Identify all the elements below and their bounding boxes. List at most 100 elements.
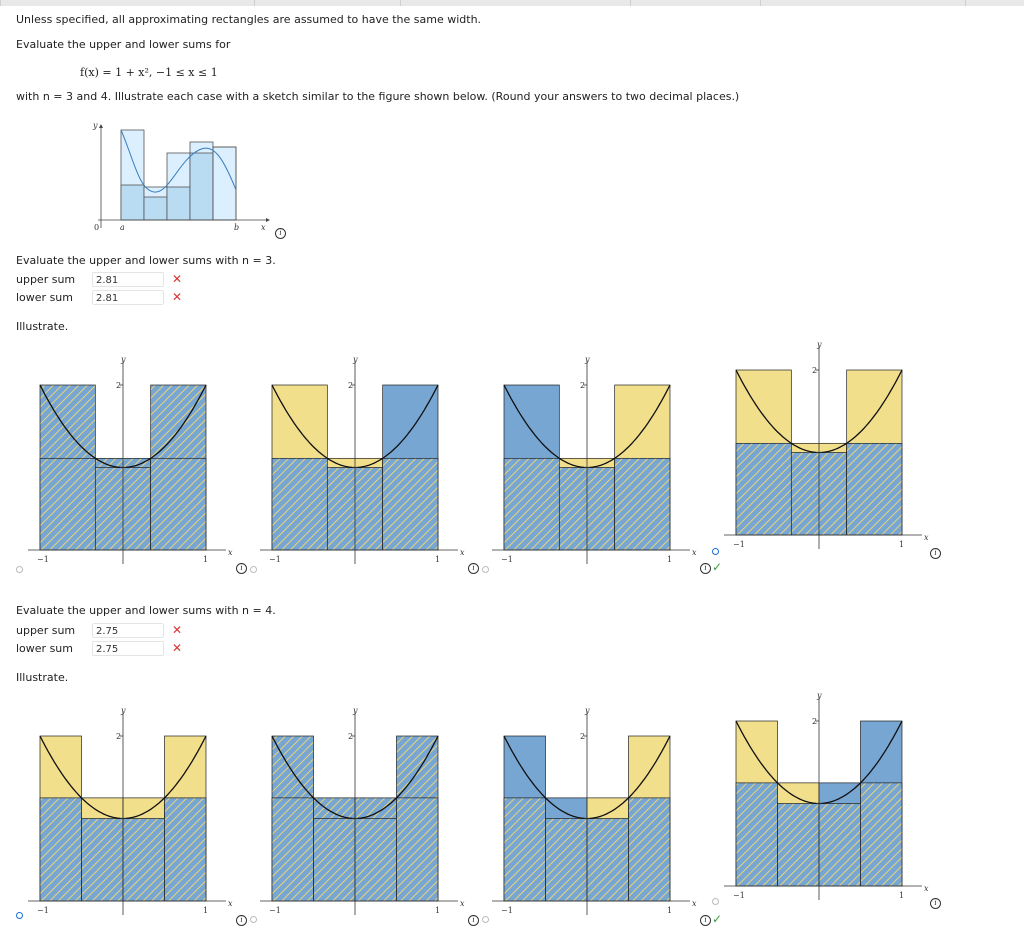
y-axis-label: y (584, 355, 590, 364)
n4-prompt: Evaluate the upper and lower sums with n… (16, 604, 276, 617)
sample-a-label: a (120, 223, 125, 232)
n4-option-2-info-icon[interactable]: i (468, 915, 479, 926)
n4-option-4-radio[interactable] (712, 898, 719, 905)
intro-line-3: with n = 3 and 4. Illustrate each case w… (16, 90, 740, 103)
n4-upper-label: upper sum (16, 624, 76, 637)
lower-rect (503, 457, 560, 551)
n3-prompt: Evaluate the upper and lower sums with n… (16, 254, 276, 267)
lower-rect (735, 782, 778, 887)
lower-rect (396, 797, 439, 902)
n4-option-4-info-icon[interactable]: i (930, 898, 941, 909)
n4-illustrate-label: Illustrate. (16, 671, 69, 684)
n3-option-4-graph[interactable]: y 2 x 1 −1 (716, 335, 946, 560)
n4-upper-input[interactable]: 2.75 (92, 623, 164, 638)
n4-option-2-radio[interactable] (250, 916, 257, 923)
n3-option-2-info-icon[interactable]: i (468, 563, 479, 574)
sample-figure: y 0 a b x (84, 120, 274, 240)
x-axis-label: x (924, 884, 929, 893)
lower-rect (735, 442, 792, 536)
tick-label-1: 1 (899, 891, 904, 900)
tick-label-2: 2 (580, 732, 585, 741)
n3-option-3-graph[interactable]: y 2 x 1 −1 (484, 350, 714, 575)
tick-label-1: 1 (899, 540, 904, 549)
y-axis-label: y (352, 355, 358, 364)
function-formula: f(x) = 1 + x², −1 ≤ x ≤ 1 (80, 66, 218, 79)
lower-rect (39, 457, 96, 551)
tick-label-minus-1: −1 (501, 555, 513, 564)
lower-rect (777, 803, 820, 887)
n3-lower-incorrect-icon: ✕ (172, 290, 183, 304)
tick-label-2: 2 (812, 717, 817, 726)
n4-option-3-info-icon[interactable]: i (700, 915, 711, 926)
n4-option-4-graph[interactable]: y 2 x 1 −1 (716, 686, 946, 911)
x-axis-label: x (692, 899, 697, 908)
tick-label-minus-1: −1 (269, 906, 281, 915)
tick-label-1: 1 (435, 906, 440, 915)
n3-lower-label: lower sum (16, 291, 73, 304)
tick-label-minus-1: −1 (733, 891, 745, 900)
intro-line-2: Evaluate the upper and lower sums for (16, 38, 231, 51)
sample-zero-label: 0 (94, 223, 99, 232)
tick-label-minus-1: −1 (37, 555, 49, 564)
n3-illustrate-label: Illustrate. (16, 320, 69, 333)
info-icon[interactable]: i (275, 228, 286, 239)
lower-rect (846, 442, 903, 536)
n4-correct-check-icon: ✓ (712, 912, 723, 926)
y-axis-label: y (352, 706, 358, 715)
n3-upper-incorrect-icon: ✕ (172, 272, 183, 286)
n3-option-2-radio[interactable] (250, 566, 257, 573)
n4-option-1-info-icon[interactable]: i (236, 915, 247, 926)
x-axis-label: x (460, 548, 465, 557)
lower-rect (150, 457, 207, 551)
tick-label-2: 2 (348, 381, 353, 390)
tick-label-minus-1: −1 (37, 906, 49, 915)
intro-line-1: Unless specified, all approximating rect… (16, 13, 482, 26)
tick-label-1: 1 (667, 555, 672, 564)
lower-rect (122, 818, 165, 902)
tick-label-2: 2 (812, 366, 817, 375)
lower-rect (271, 457, 328, 551)
y-axis-label: y (816, 691, 822, 700)
tick-label-1: 1 (435, 555, 440, 564)
lower-rect (81, 818, 124, 902)
n4-option-3-graph[interactable]: y 2 x 1 −1 (484, 701, 714, 926)
n3-option-3-radio[interactable] (482, 566, 489, 573)
n4-option-1-radio[interactable] (16, 912, 23, 919)
tick-label-2: 2 (580, 381, 585, 390)
x-axis-label: x (692, 548, 697, 557)
n4-lower-input[interactable]: 2.75 (92, 641, 164, 656)
n4-lower-label: lower sum (16, 642, 73, 655)
tick-label-2: 2 (116, 732, 121, 741)
n3-lower-input[interactable]: 2.81 (92, 290, 164, 305)
tick-label-1: 1 (203, 555, 208, 564)
n4-option-1-graph[interactable]: y 2 x 1 −1 (20, 701, 250, 926)
lower-rect (818, 803, 861, 887)
n4-upper-incorrect-icon: ✕ (172, 623, 183, 637)
n3-upper-label: upper sum (16, 273, 76, 286)
n3-upper-input[interactable]: 2.81 (92, 272, 164, 287)
n3-option-1-radio[interactable] (16, 566, 23, 573)
n3-option-1-graph[interactable]: y 2 x 1 −1 (20, 350, 250, 575)
tick-label-1: 1 (667, 906, 672, 915)
n3-option-3-info-icon[interactable]: i (700, 563, 711, 574)
n4-option-2-graph[interactable]: y 2 x 1 −1 (252, 701, 482, 926)
n4-option-3-radio[interactable] (482, 916, 489, 923)
sample-b-label: b (234, 223, 239, 232)
n3-option-4-radio[interactable] (712, 548, 719, 555)
lower-rect (545, 818, 588, 902)
top-bar (0, 0, 1024, 6)
tick-label-minus-1: −1 (733, 540, 745, 549)
lower-rect (313, 818, 356, 902)
n3-option-2-graph[interactable]: y 2 x 1 −1 (252, 350, 482, 575)
tick-label-minus-1: −1 (269, 555, 281, 564)
sample-x-label: x (261, 223, 266, 232)
n3-option-1-info-icon[interactable]: i (236, 563, 247, 574)
tick-label-2: 2 (116, 381, 121, 390)
y-axis-label: y (120, 706, 126, 715)
tick-label-2: 2 (348, 732, 353, 741)
x-axis-label: x (924, 533, 929, 542)
x-axis-label: x (228, 548, 233, 557)
y-axis-label: y (120, 355, 126, 364)
n3-option-4-info-icon[interactable]: i (930, 548, 941, 559)
lower-rect (628, 797, 671, 902)
